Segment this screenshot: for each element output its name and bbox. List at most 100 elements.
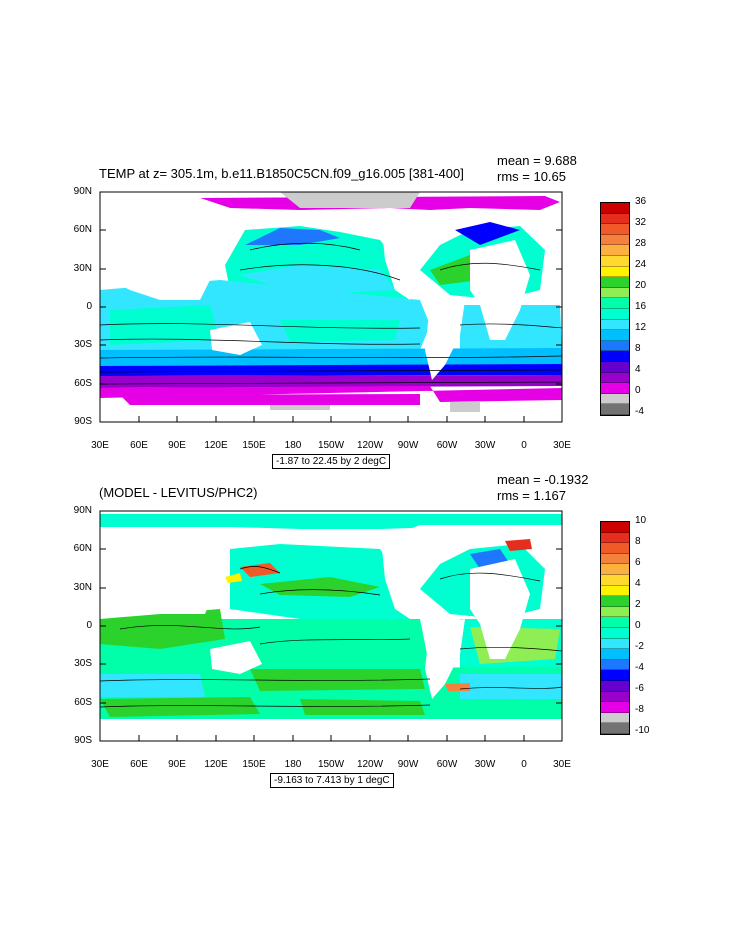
colorbar-swatch xyxy=(601,532,629,544)
difference-map-panel: (MODEL - LEVITUS/PHC2) mean = -0.1932 rm… xyxy=(0,469,733,789)
colorbar-swatch xyxy=(601,712,629,724)
contour-info-box: -1.87 to 22.45 by 2 degC xyxy=(272,454,391,469)
lon-label: 150W xyxy=(317,440,345,451)
colorbar-swatch xyxy=(601,723,629,734)
mean-value: mean = 9.688 xyxy=(497,153,577,168)
lat-label: 60S xyxy=(74,378,92,389)
lon-label: 150E xyxy=(242,759,266,770)
ocean-field xyxy=(100,192,562,422)
colorbar-swatch xyxy=(601,393,629,405)
lon-label: 90W xyxy=(397,440,419,451)
lat-label: 30N xyxy=(73,582,92,593)
colorbar-swatch xyxy=(601,574,629,586)
lat-label: 60N xyxy=(73,543,92,554)
lon-label: 30E xyxy=(553,759,571,770)
colorbar-label: 4 xyxy=(635,578,641,589)
lat-label: 30S xyxy=(74,658,92,669)
map-plot xyxy=(99,510,563,742)
colorbar-swatch xyxy=(601,372,629,384)
lat-label: 30N xyxy=(73,263,92,274)
lon-label: 30E xyxy=(553,440,571,451)
colorbar-label: 8 xyxy=(635,343,641,354)
colorbar-swatch xyxy=(601,213,629,225)
colorbar-swatch xyxy=(601,627,629,639)
lon-label: 180 xyxy=(284,440,302,451)
lon-label: 180 xyxy=(284,759,302,770)
colorbar-swatch xyxy=(601,691,629,703)
lon-label: 30W xyxy=(474,759,496,770)
ocean-field xyxy=(100,511,562,741)
colorbar-swatch xyxy=(601,351,629,362)
lon-label: 90E xyxy=(168,759,186,770)
colorbar-swatch xyxy=(601,383,629,394)
colorbar-label: -4 xyxy=(635,406,644,417)
colorbar-label: 2 xyxy=(635,599,641,610)
colorbar-label: -8 xyxy=(635,704,644,715)
colorbar-swatch xyxy=(601,298,629,309)
rms-value: rms = 1.167 xyxy=(497,488,567,503)
lon-label: 60E xyxy=(130,440,148,451)
colorbar-swatch xyxy=(601,330,629,341)
colorbar-swatch xyxy=(601,649,629,660)
colorbar-swatch xyxy=(601,564,629,575)
lat-label: 0 xyxy=(86,620,92,631)
lon-label: 30E xyxy=(91,440,109,451)
temperature-map-panel: TEMP at z= 305.1m, b.e11.B1850C5CN.f09_g… xyxy=(0,150,733,470)
lon-label: 120W xyxy=(356,440,384,451)
lon-label: 0 xyxy=(521,759,527,770)
colorbar-swatch xyxy=(601,308,629,320)
colorbar-swatch xyxy=(601,522,629,533)
colorbar-label: 32 xyxy=(635,217,647,228)
colorbar-swatch xyxy=(601,617,629,628)
colorbar-swatch xyxy=(601,680,629,692)
colorbar-label: 0 xyxy=(635,620,641,631)
lat-label: 30S xyxy=(74,339,92,350)
colorbar-swatch xyxy=(601,638,629,650)
lat-label: 60S xyxy=(74,697,92,708)
lon-label: 90W xyxy=(397,759,419,770)
colorbar-label: 10 xyxy=(635,515,647,526)
colorbar-label: -10 xyxy=(635,725,650,736)
lon-label: 150W xyxy=(317,759,345,770)
lon-label: 90E xyxy=(168,440,186,451)
colorbar-label: -6 xyxy=(635,683,644,694)
lat-label: 0 xyxy=(86,301,92,312)
lon-label: 30W xyxy=(474,440,496,451)
colorbar-swatch xyxy=(601,361,629,373)
colorbar-swatch xyxy=(601,255,629,267)
colorbar-label: 16 xyxy=(635,301,647,312)
colorbar-swatch xyxy=(601,543,629,554)
colorbar-swatch xyxy=(601,596,629,607)
colorbar-label: 12 xyxy=(635,322,647,333)
lon-label: 150E xyxy=(242,440,266,451)
colorbar-swatch xyxy=(601,277,629,288)
colorbar-label: 0 xyxy=(635,385,641,396)
colorbar xyxy=(600,202,630,416)
lon-label: 120E xyxy=(204,440,228,451)
lon-label: 120W xyxy=(356,759,384,770)
lon-label: 60E xyxy=(130,759,148,770)
lat-label: 90S xyxy=(74,416,92,427)
colorbar-swatch xyxy=(601,266,629,278)
map-title: TEMP at z= 305.1m, b.e11.B1850C5CN.f09_g… xyxy=(99,166,464,181)
contour-lines xyxy=(99,566,563,708)
contour-info-box: -9.163 to 7.413 by 1 degC xyxy=(270,773,394,788)
map-title: (MODEL - LEVITUS/PHC2) xyxy=(99,485,258,500)
colorbar-swatch xyxy=(601,203,629,214)
lat-label: 90S xyxy=(74,735,92,746)
colorbar-swatch xyxy=(601,287,629,299)
colorbar-swatch xyxy=(601,553,629,565)
colorbar-swatch xyxy=(601,319,629,331)
lat-label: 90N xyxy=(73,186,92,197)
colorbar-swatch xyxy=(601,670,629,681)
colorbar-swatch xyxy=(601,224,629,235)
lat-label: 60N xyxy=(73,224,92,235)
lon-label: 30E xyxy=(91,759,109,770)
lat-label: 90N xyxy=(73,505,92,516)
colorbar-label: 20 xyxy=(635,280,647,291)
colorbar-swatch xyxy=(601,702,629,713)
axis-ticks xyxy=(100,191,562,422)
colorbar-swatch xyxy=(601,585,629,597)
axis-ticks xyxy=(100,548,562,741)
colorbar-label: 24 xyxy=(635,259,647,270)
